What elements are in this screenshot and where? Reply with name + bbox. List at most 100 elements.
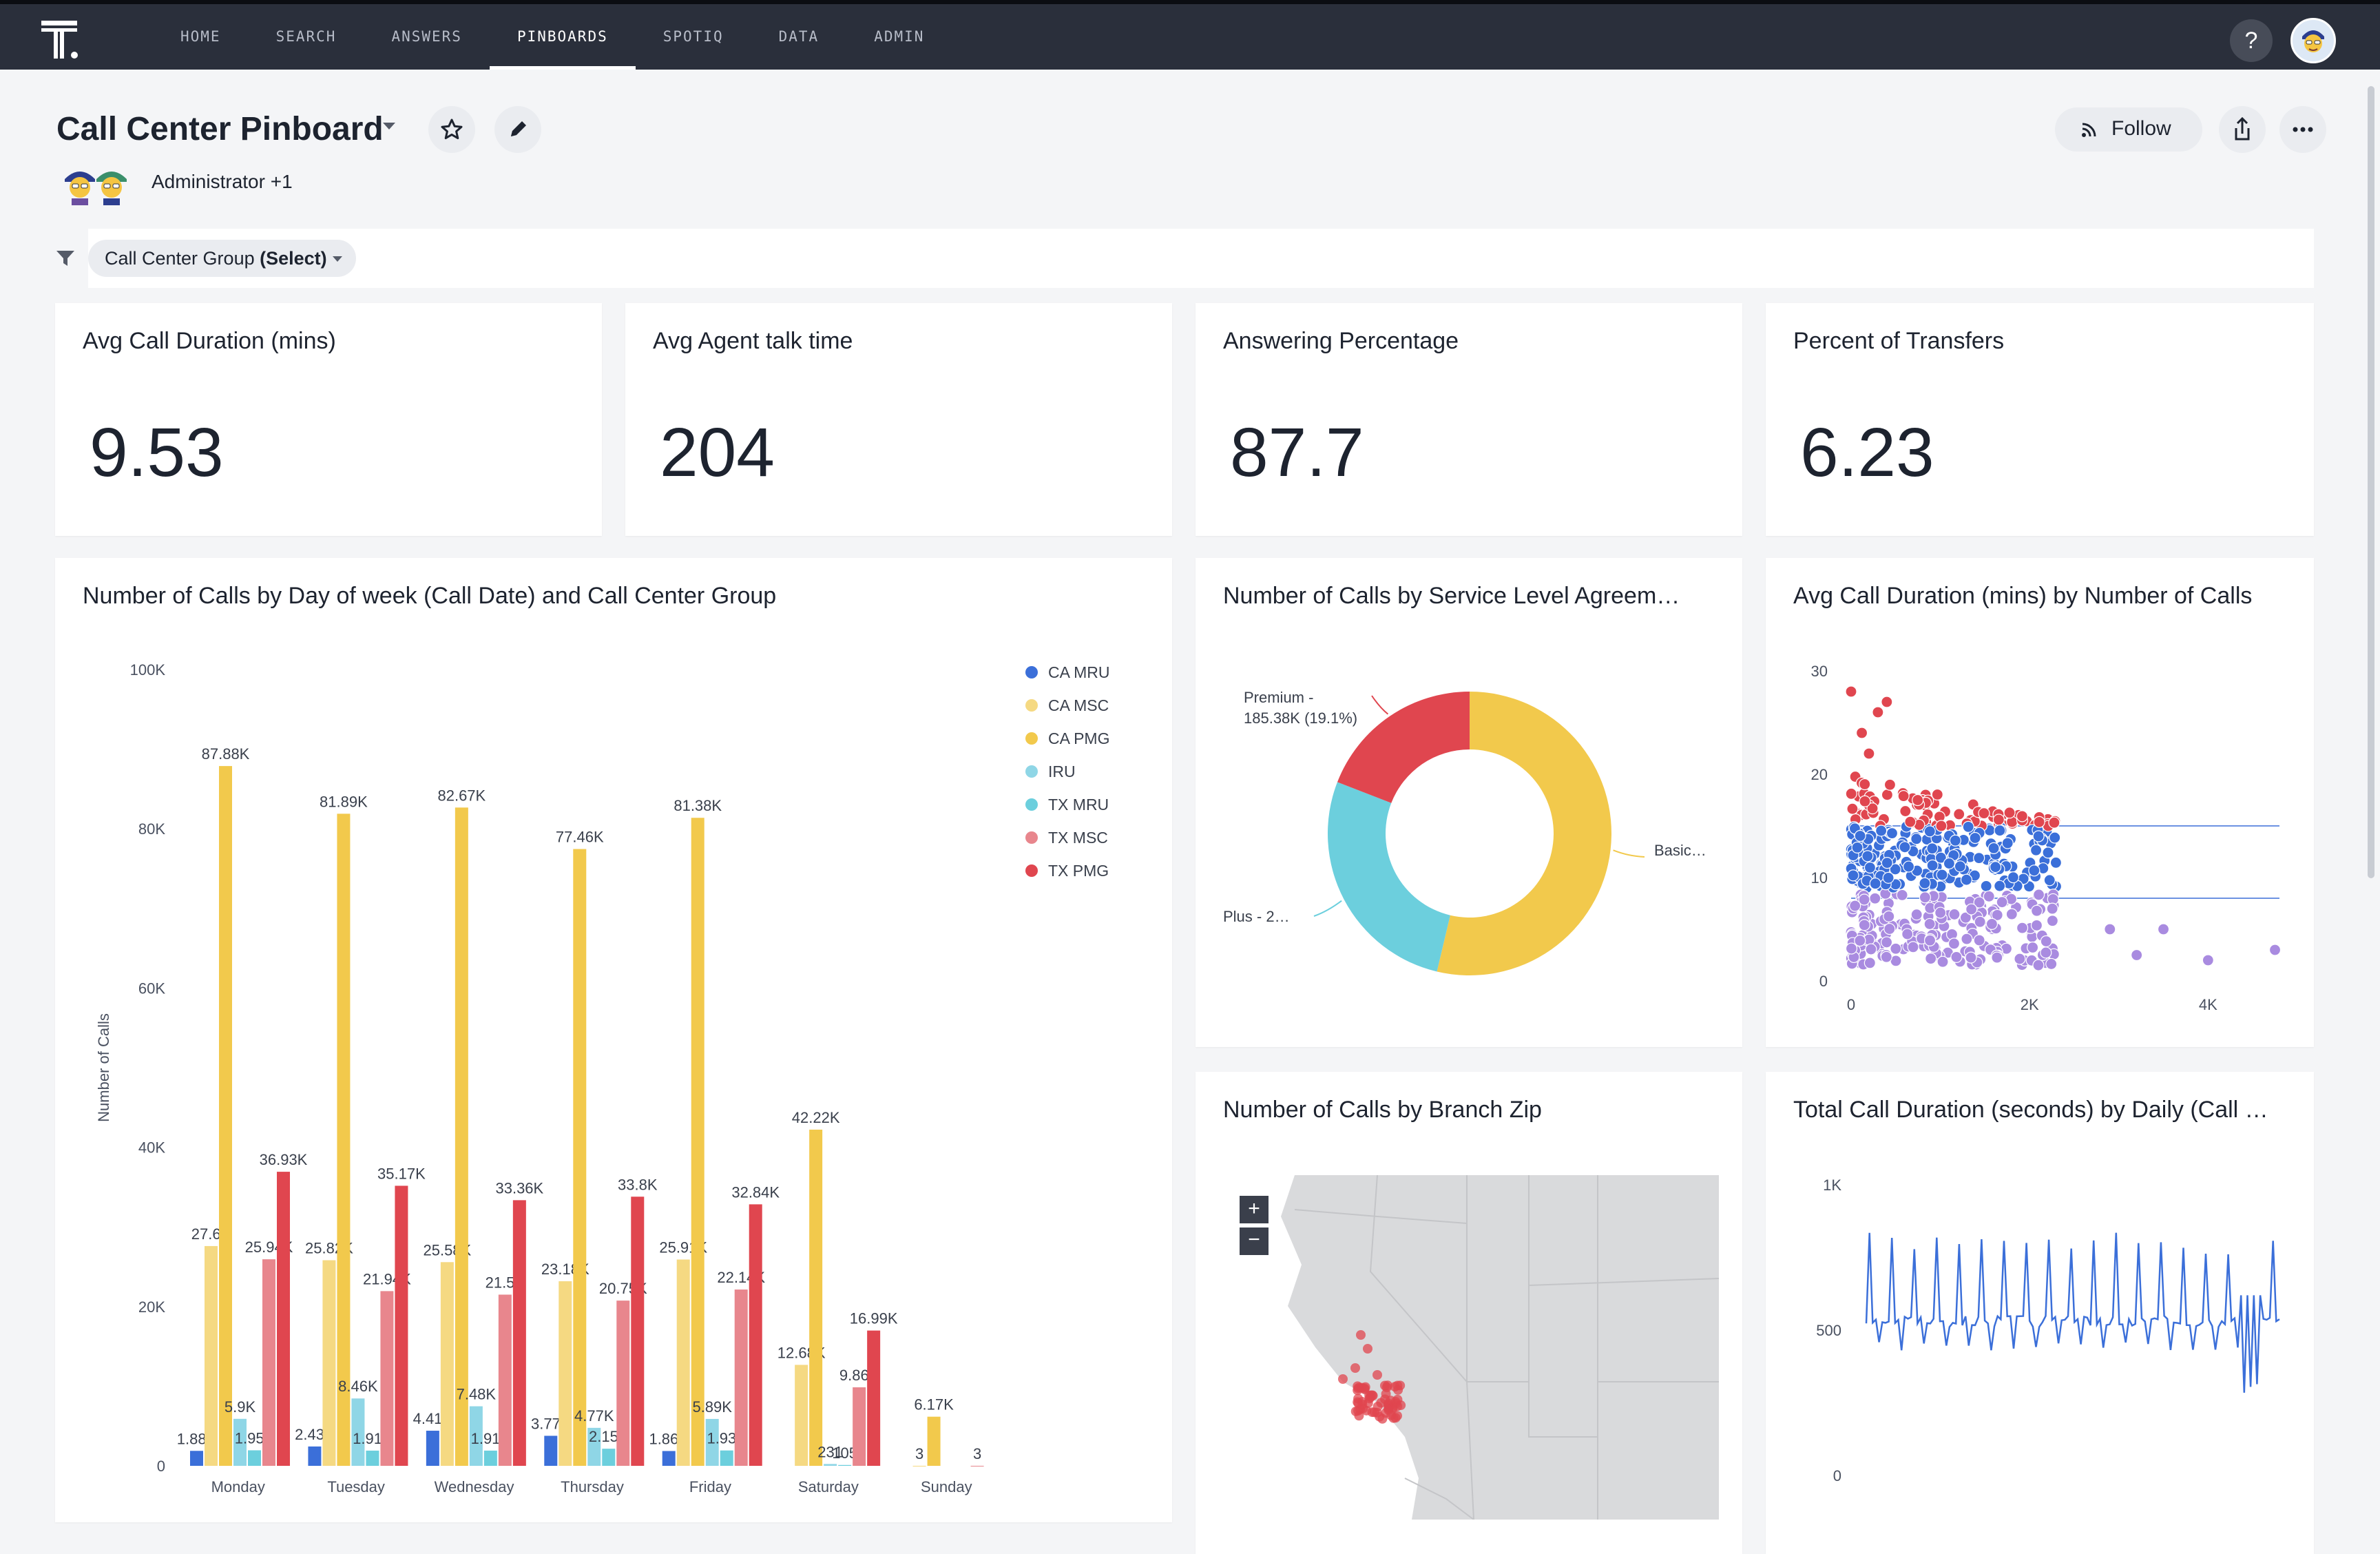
bar[interactable]: [426, 1431, 439, 1466]
bar[interactable]: [469, 1406, 483, 1466]
bar[interactable]: [795, 1365, 808, 1466]
bar[interactable]: [749, 1204, 762, 1466]
favorite-button[interactable]: [428, 106, 475, 153]
bar[interactable]: [219, 766, 232, 1466]
bar[interactable]: [277, 1172, 290, 1466]
bar[interactable]: [233, 1418, 247, 1466]
bar[interactable]: [676, 1259, 690, 1466]
zoom-out-button[interactable]: −: [1240, 1227, 1269, 1255]
legend-item[interactable]: CA MSC: [1048, 696, 1109, 714]
share-button[interactable]: [2219, 106, 2266, 153]
bar[interactable]: [838, 1464, 852, 1466]
chart-card-calls-by-day[interactable]: Number of Calls by Day of week (Call Dat…: [55, 558, 1172, 1522]
nav-item-data[interactable]: DATA: [778, 28, 820, 45]
bar[interactable]: [440, 1262, 454, 1466]
legend-item[interactable]: TX PMG: [1048, 862, 1109, 880]
bar[interactable]: [631, 1196, 645, 1466]
bar[interactable]: [824, 1464, 837, 1466]
bar[interactable]: [322, 1260, 336, 1466]
chart-card-total-duration-daily[interactable]: Total Call Duration (seconds) by Daily (…: [1766, 1072, 2314, 1554]
legend-item[interactable]: IRU: [1048, 763, 1076, 780]
bar[interactable]: [455, 807, 468, 1466]
pie-slice-premium[interactable]: [1337, 692, 1470, 803]
map[interactable]: [1240, 1175, 1719, 1520]
bar[interactable]: [662, 1451, 676, 1466]
bar[interactable]: [853, 1387, 866, 1466]
scatter-point: [1980, 880, 1992, 892]
bar[interactable]: [734, 1289, 748, 1466]
bar[interactable]: [337, 814, 351, 1466]
bar[interactable]: [498, 1294, 512, 1466]
more-options-button[interactable]: [2279, 106, 2326, 153]
title-dropdown-caret-icon[interactable]: [383, 123, 395, 130]
nav-item-admin[interactable]: ADMIN: [874, 28, 925, 45]
bar[interactable]: [559, 1281, 572, 1466]
bar[interactable]: [587, 1427, 601, 1466]
nav-item-home[interactable]: HOME: [180, 28, 221, 45]
pie-slice-plus[interactable]: [1328, 782, 1450, 972]
edit-button[interactable]: [494, 106, 541, 153]
nav-item-search[interactable]: SEARCH: [275, 28, 337, 45]
thoughtspot-logo[interactable]: [39, 18, 83, 62]
pie-slice-basic[interactable]: [1437, 692, 1611, 975]
bar[interactable]: [691, 818, 704, 1466]
bar[interactable]: [351, 1398, 365, 1466]
user-avatar[interactable]: [2290, 18, 2336, 63]
chart-card-calls-by-sla[interactable]: Number of Calls by Service Level Agreem……: [1196, 558, 1742, 1047]
bar[interactable]: [308, 1446, 322, 1466]
kpi-card-avg-agent-talk-time[interactable]: Avg Agent talk time 204: [625, 303, 1172, 536]
owners-label[interactable]: Administrator +1: [152, 171, 293, 192]
bar[interactable]: [544, 1436, 558, 1466]
bar[interactable]: [483, 1450, 497, 1466]
follow-button[interactable]: Follow: [2055, 107, 2202, 152]
filter-icon[interactable]: [55, 248, 76, 269]
bar[interactable]: [912, 1465, 926, 1467]
bar[interactable]: [262, 1259, 275, 1466]
scatter-point: [1889, 863, 1901, 876]
bar[interactable]: [705, 1418, 719, 1466]
chart-card-duration-by-calls[interactable]: Avg Call Duration (mins) by Number of Ca…: [1766, 558, 2314, 1047]
legend-item[interactable]: TX MRU: [1048, 796, 1109, 814]
bar[interactable]: [190, 1451, 203, 1466]
nav-menu: HOME SEARCH ANSWERS PINBOARDS SPOTIQ DATA ADMI…: [153, 4, 952, 70]
scatter-point: [1845, 942, 1858, 955]
scatter-point: [1965, 903, 1978, 915]
bar[interactable]: [616, 1301, 630, 1466]
scatter-point: [1910, 833, 1923, 845]
page-scrollbar[interactable]: [2368, 86, 2374, 878]
legend-item[interactable]: CA MRU: [1048, 663, 1109, 681]
zoom-in-button[interactable]: +: [1240, 1196, 1269, 1223]
nav-item-spotiq[interactable]: SPOTIQ: [662, 28, 724, 45]
bar[interactable]: [395, 1185, 408, 1466]
nav-item-answers[interactable]: ANSWERS: [391, 28, 462, 45]
bar[interactable]: [602, 1449, 616, 1466]
kpi-card-answering-percentage[interactable]: Answering Percentage 87.7: [1196, 303, 1742, 536]
bar[interactable]: [512, 1200, 526, 1466]
bar[interactable]: [867, 1330, 881, 1466]
bar[interactable]: [366, 1450, 379, 1466]
help-button[interactable]: ?: [2230, 19, 2273, 62]
bar[interactable]: [380, 1291, 394, 1466]
bar[interactable]: [573, 849, 587, 1466]
bar[interactable]: [248, 1450, 261, 1466]
chart-card-calls-by-zip[interactable]: Number of Calls by Branch Zip + −: [1196, 1072, 1742, 1554]
filter-chip-call-center-group[interactable]: Call Center Group (Select): [88, 240, 356, 277]
filter-chip-label: Call Center Group: [105, 248, 255, 269]
star-icon: [441, 118, 463, 140]
bar[interactable]: [809, 1129, 823, 1466]
nav-item-pinboards[interactable]: PINBOARDS: [489, 4, 636, 70]
scatter-point: [1961, 933, 1973, 945]
bar[interactable]: [205, 1245, 218, 1466]
kpi-card-avg-call-duration[interactable]: Avg Call Duration (mins) 9.53: [55, 303, 602, 536]
scatter-point: [2202, 954, 2214, 966]
bar[interactable]: [927, 1416, 941, 1466]
legend-item[interactable]: TX MSC: [1048, 829, 1108, 847]
scatter-point: [1851, 841, 1864, 853]
scatter-point: [2014, 953, 2026, 965]
scatter-point: [1919, 891, 1931, 904]
bar[interactable]: [970, 1465, 984, 1467]
kpi-card-percent-of-transfers[interactable]: Percent of Transfers 6.23: [1766, 303, 2314, 536]
legend-item[interactable]: CA PMG: [1048, 729, 1109, 747]
scatter-point: [1994, 825, 2006, 837]
bar[interactable]: [720, 1450, 733, 1466]
